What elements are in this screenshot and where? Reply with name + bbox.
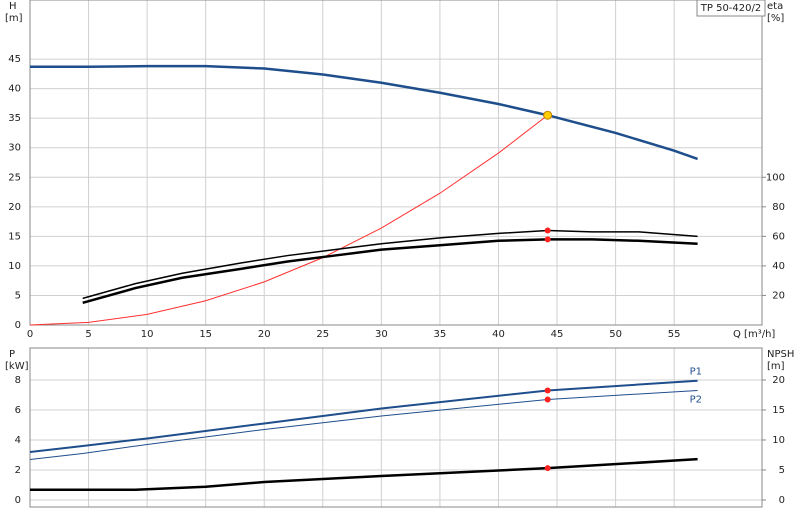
x-tick-label: 35 bbox=[434, 329, 447, 340]
plot-frame bbox=[29, 347, 763, 508]
y2-tick-label: 60 bbox=[772, 231, 785, 242]
y-tick-label: 8 bbox=[15, 375, 21, 386]
y2-axis-unit: [m] bbox=[767, 361, 785, 372]
y2-tick-label: 15 bbox=[772, 405, 785, 416]
x-tick-label: 10 bbox=[141, 329, 154, 340]
x-tick-label: 15 bbox=[199, 329, 212, 340]
x-tick-label: 50 bbox=[609, 329, 622, 340]
series-line bbox=[30, 64, 699, 161]
y-tick-label: 25 bbox=[8, 172, 21, 183]
x-tick-label: 25 bbox=[316, 329, 329, 340]
x-axis-label: Q [m³/h] bbox=[733, 329, 775, 340]
y-tick-label: 0 bbox=[15, 495, 21, 506]
y2-tick-label: 0 bbox=[779, 495, 785, 506]
y2-tick-label: 40 bbox=[772, 261, 785, 272]
x-tick-label: 55 bbox=[668, 329, 681, 340]
y-tick-label: 35 bbox=[8, 113, 21, 124]
y2-tick-label: 100 bbox=[766, 172, 785, 183]
y2-tick-label: 10 bbox=[772, 435, 785, 446]
x-tick-label: 45 bbox=[551, 329, 564, 340]
y-tick-label: 6 bbox=[15, 405, 21, 416]
series-line bbox=[29, 114, 548, 326]
x-tick-label: 40 bbox=[492, 329, 505, 340]
duty-point bbox=[544, 396, 551, 403]
duty-point bbox=[544, 227, 551, 234]
y-axis-unit: [m] bbox=[5, 13, 23, 24]
y-axis-label: H bbox=[9, 1, 17, 12]
series-line bbox=[82, 229, 698, 300]
duty-point bbox=[544, 465, 551, 472]
y-tick-label: 30 bbox=[8, 143, 21, 154]
y2-tick-label: 20 bbox=[772, 290, 785, 301]
series-label: P1 bbox=[690, 367, 702, 378]
y-tick-label: 40 bbox=[8, 84, 21, 95]
y2-tick-label: 20 bbox=[772, 375, 785, 386]
x-tick-label: 30 bbox=[375, 329, 388, 340]
chart-title: TP 50-420/2 bbox=[700, 3, 761, 14]
y-axis-label: P bbox=[9, 349, 15, 360]
duty-point bbox=[543, 110, 553, 120]
series-line bbox=[82, 238, 698, 305]
y2-axis-label: eta bbox=[767, 1, 783, 12]
duty-point bbox=[544, 236, 551, 243]
y-tick-label: 4 bbox=[15, 435, 21, 446]
x-tick-label: 20 bbox=[258, 329, 271, 340]
series-line bbox=[29, 379, 698, 453]
y-tick-label: 0 bbox=[15, 320, 21, 331]
series-line bbox=[30, 457, 698, 492]
series-label: P2 bbox=[690, 394, 702, 405]
y-tick-label: 10 bbox=[8, 261, 21, 272]
x-tick-label: 5 bbox=[85, 329, 91, 340]
title-box bbox=[696, 0, 766, 17]
series-line bbox=[29, 389, 698, 460]
y2-axis-unit: [%] bbox=[767, 13, 784, 24]
x-tick-label: 0 bbox=[27, 329, 33, 340]
y2-axis-label: NPSH bbox=[767, 349, 794, 360]
y-axis-unit: [kW] bbox=[5, 361, 29, 372]
y-tick-label: 20 bbox=[8, 202, 21, 213]
y-tick-label: 5 bbox=[15, 290, 21, 301]
y-tick-label: 45 bbox=[8, 54, 21, 65]
y2-tick-label: 5 bbox=[779, 465, 785, 476]
y-tick-label: 15 bbox=[8, 231, 21, 242]
plot-frame bbox=[29, 0, 763, 326]
y2-tick-label: 80 bbox=[772, 202, 785, 213]
y-tick-label: 2 bbox=[15, 465, 21, 476]
duty-point bbox=[544, 387, 551, 394]
